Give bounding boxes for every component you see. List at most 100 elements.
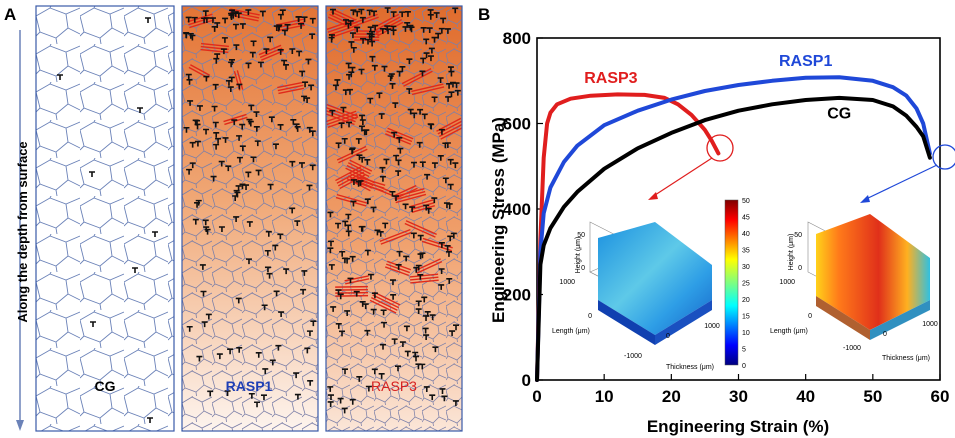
dislocation-symbol: [250, 156, 257, 163]
rasp3-fracture-circle: [706, 134, 734, 162]
dislocation-symbol: [269, 359, 276, 366]
dislocation-symbol: [306, 330, 313, 337]
dislocation-symbol: [277, 13, 284, 20]
series-label-cg: CG: [827, 105, 851, 122]
dislocation-symbol: [396, 70, 403, 77]
dislocation-symbol: [428, 47, 435, 54]
dislocation-symbol: [379, 166, 386, 173]
dislocation-symbol: [189, 162, 196, 169]
dislocation-symbol: [354, 10, 361, 17]
dislocation-symbol: [399, 11, 406, 18]
twin-line: [374, 16, 401, 32]
dislocation-symbol: [403, 255, 410, 262]
dislocation-symbol: [438, 268, 445, 275]
dislocation-symbol: [295, 16, 302, 22]
dislocation-symbol: [327, 211, 334, 218]
dislocation-symbol: [380, 343, 387, 350]
dislocation-symbol: [57, 74, 63, 80]
dislocation-symbol: [350, 200, 357, 207]
dislocation-symbol: [431, 96, 438, 103]
dislocation-symbol: [232, 23, 239, 30]
dislocation-symbol: [390, 293, 397, 300]
dislocation-symbol: [273, 290, 280, 297]
dislocation-symbol: [213, 131, 220, 138]
dislocation-symbol: [245, 171, 252, 178]
dislocation-symbol: [341, 137, 348, 144]
dislocation-symbol: [301, 16, 308, 23]
twin-line: [404, 222, 436, 238]
surface-plot-red: [816, 214, 930, 330]
rasp3-column: [326, 6, 462, 431]
dislocation-symbol: [427, 14, 434, 20]
dislocation-symbol: [424, 173, 431, 180]
dislocation-symbol: [381, 321, 388, 328]
inset1-thickness-tick-left: -1000: [624, 353, 642, 360]
twin-line: [386, 130, 413, 143]
dislocation-symbol: [419, 161, 426, 168]
dislocation-symbol: [200, 290, 207, 297]
twin-line: [277, 81, 303, 89]
dislocation-symbol: [246, 221, 253, 227]
dislocation-symbol: [372, 24, 379, 31]
dislocation-symbol: [423, 334, 430, 341]
dislocation-symbol: [445, 96, 452, 102]
dislocation-symbol: [342, 368, 349, 375]
dislocation-symbol: [327, 394, 334, 401]
dislocation-symbol: [185, 73, 192, 80]
dislocation-symbol: [236, 346, 243, 353]
dislocation-symbol: [378, 373, 385, 379]
dislocation-symbol: [356, 154, 363, 161]
rasp1-dislocations: [183, 9, 317, 408]
dislocation-symbol: [236, 156, 243, 163]
dislocation-symbol: [452, 7, 459, 14]
dislocation-symbol: [453, 324, 460, 331]
dislocation-symbol: [268, 116, 275, 123]
series-label-rasp1: RASP1: [779, 53, 832, 70]
dislocation-symbol: [423, 204, 430, 211]
rasp3-column-label: RASP3: [371, 378, 417, 394]
dislocation-symbol: [187, 100, 194, 106]
panel-a-label: A: [4, 5, 16, 24]
dislocation-symbol: [233, 44, 240, 51]
dislocation-symbol: [327, 247, 334, 254]
dislocation-symbol: [423, 38, 430, 45]
dislocation-symbol: [339, 330, 346, 337]
dislocation-symbol: [235, 12, 242, 19]
twin-line: [329, 27, 360, 39]
dislocation-symbol: [199, 264, 206, 270]
y-tick-label: 0: [522, 371, 531, 390]
dislocation-symbol: [446, 203, 453, 209]
dislocation-symbol: [419, 70, 426, 77]
dislocation-symbol: [438, 284, 445, 290]
dislocation-symbol: [293, 123, 300, 130]
twin-line: [278, 87, 305, 95]
chart-series: [535, 75, 932, 382]
dislocation-symbol: [444, 245, 451, 251]
dislocation-symbol: [444, 142, 451, 148]
dislocation-symbol: [235, 297, 242, 304]
dislocation-symbol: [228, 12, 235, 19]
dislocation-symbol: [137, 107, 143, 113]
dislocation-symbol: [406, 58, 413, 65]
dislocation-symbol: [225, 79, 232, 86]
dislocation-symbol: [390, 25, 397, 32]
dislocation-symbol: [329, 8, 336, 15]
twin-line: [401, 67, 432, 85]
dislocation-symbol: [416, 141, 423, 148]
twin-line: [326, 106, 357, 120]
dislocation-symbol: [447, 66, 454, 73]
dislocation-symbol: [447, 235, 454, 242]
dislocation-symbol: [432, 346, 439, 353]
dislocation-symbol: [196, 355, 203, 362]
dislocation-symbol: [410, 232, 417, 239]
dislocation-symbol: [222, 17, 229, 24]
dislocation-symbol: [186, 325, 193, 332]
dislocation-symbol: [308, 84, 315, 91]
dislocation-symbol: [277, 49, 284, 55]
dislocation-symbol: [426, 27, 433, 34]
dislocation-symbol: [245, 258, 252, 265]
dislocation-symbol: [329, 109, 336, 116]
x-tick-label: 40: [796, 387, 815, 406]
